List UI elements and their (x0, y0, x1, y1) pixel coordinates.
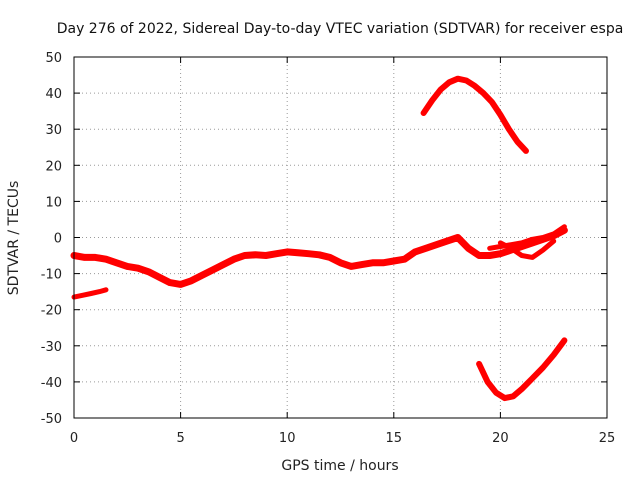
series-line-1 (70, 226, 568, 288)
x-tick-label: 25 (599, 431, 616, 446)
series-line-6 (497, 238, 557, 260)
series-line-4 (71, 287, 109, 300)
y-tick-label: 30 (45, 123, 62, 138)
y-tick-label: -10 (41, 268, 62, 283)
y-tick-label: -50 (41, 412, 62, 427)
y-tick-label: -20 (41, 304, 62, 319)
x-axis-label: GPS time / hours (281, 458, 398, 474)
y-tick-label: 10 (45, 195, 62, 210)
tick-labels: 0 5 10 15 20 25 -50 -40 -30 -20 -10 0 10 20 30 40 50 (41, 51, 616, 446)
data-series (70, 75, 568, 402)
x-tick-label: 10 (279, 431, 296, 446)
y-tick-label: 0 (54, 232, 62, 247)
chart-title: Day 276 of 2022, Sidereal Day-to-day VTE… (57, 21, 624, 37)
x-tick-label: 0 (70, 431, 78, 446)
plot-frame (73, 56, 608, 419)
y-axis-label: SDTVAR / TECUs (6, 181, 22, 296)
y-tick-label: 20 (45, 159, 62, 174)
axis-ticks (73, 56, 608, 419)
series-line-3 (476, 337, 568, 402)
y-tick-label: 50 (45, 51, 62, 66)
x-tick-label: 20 (492, 431, 509, 446)
series-line-2 (420, 75, 529, 154)
x-tick-label: 5 (176, 431, 184, 446)
y-tick-label: 40 (45, 87, 62, 102)
grid-lines (74, 57, 607, 418)
x-tick-label: 15 (386, 431, 403, 446)
y-tick-label: -40 (41, 376, 62, 391)
y-tick-label: -30 (41, 340, 62, 355)
